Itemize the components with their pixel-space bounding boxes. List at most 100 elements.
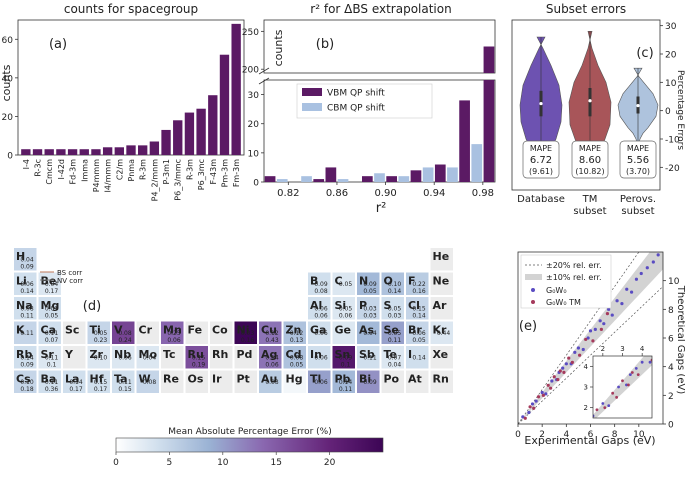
element-symbol-ta: Ta [114,373,128,386]
element-nv-corr: 0.14 [412,313,426,320]
element-tile [332,297,355,320]
element-symbol-po: Po [384,373,400,386]
element-tile [63,321,86,344]
element-tile [38,346,61,369]
panel-e-point [607,307,611,311]
panel-e-ytick-label: 0 [668,421,674,431]
panel-e-point [651,260,655,264]
panel-a-category-label: P4mmm [92,159,101,193]
element-symbol-sb: Sb [359,348,375,361]
panel-b-xlabel: r² [376,201,387,216]
panel-e-xtick-label: 6 [588,430,594,440]
panel-c-mape-header: MAPE [627,144,649,153]
panel-b-ytick-label: 10 [248,149,260,159]
element-symbol-k: K [16,324,25,337]
element-tile [112,370,135,393]
panel-a-title: counts for spacegroup [64,2,198,16]
element-tile [332,370,355,393]
panel-c-mape-box [522,140,560,179]
panel-a-category-label: R-3c [34,159,43,177]
panel-b-bar [398,176,410,182]
panel-a-category-label: I-4 [22,159,31,169]
panel-b-xtick-label: 0.82 [277,188,299,199]
element-symbol-as: As [359,324,375,337]
element-bs-corr: 0.15 [192,355,206,362]
panel-e-point [546,383,550,387]
panel-e-point [578,353,582,357]
element-bs-corr: 0.04 [20,257,34,264]
panel-e-10pct-band [518,252,663,424]
element-tile [332,346,355,369]
colorbar-tick-label: 5 [167,458,173,468]
element-symbol-tc: Tc [163,348,176,361]
panel-e-point [584,337,588,342]
element-nv-corr: 0.05 [412,337,426,344]
element-bs-corr: 0.09 [314,281,328,288]
element-symbol-ir: Ir [212,373,222,386]
panel-e-legend-label: ±10% rel. err. [546,273,602,282]
element-tile [430,370,453,393]
panel-c-mape-value: 5.56 [627,155,649,166]
panel-c-mape-std: (9.61) [529,167,553,176]
inset-point [603,406,607,410]
element-tile [357,370,380,393]
element-symbol-hf: Hf [90,373,104,386]
panel-c-mape-std: (3.70) [626,167,650,176]
panel-e-point [536,395,541,399]
panel-a-ytick-label: 60 [2,36,14,46]
panel-c-median [539,101,543,106]
element-symbol-ag: Ag [261,348,277,361]
panel-b-xtick-label: 0.98 [472,188,494,199]
inset-point [628,373,632,376]
element-tile [430,346,453,369]
inset-point [611,391,615,395]
element-bs-corr: 0.14 [339,379,353,386]
inset-ytick-label: 3 [584,384,588,392]
panel-e-point [625,287,629,291]
panel-e-point [581,347,585,352]
element-nv-corr: 0.17 [45,288,59,295]
panel-b-ylabel: counts [272,29,285,66]
panel-a-bar [91,149,101,155]
panel-e-ytick-label: 6 [668,335,674,345]
element-bs-corr: 0.08 [143,379,157,386]
element-bs-corr: 0.22 [412,281,426,288]
element-nv-corr: 0.06 [314,313,328,320]
element-nv-corr: 0.24 [118,337,132,344]
panel-b-axis-break [258,77,270,85]
element-tile [381,321,404,344]
element-nv-corr: 0.07 [45,337,59,344]
inset-band [593,356,652,418]
panel-a-category-label: Pm-3m [220,159,229,188]
panel-e-point [639,271,643,276]
panel-a-bar [56,149,66,155]
element-tile [14,248,37,271]
element-bs-corr: 0.12 [265,330,279,337]
panel-c-mape-box [571,140,609,179]
panel-a-bar [184,112,195,155]
element-symbol-ar: Ar [433,299,448,312]
panel-e-point [534,399,538,403]
panel-c-mape-header: MAPE [530,144,552,153]
element-tile [38,297,61,320]
panel-b-upper-frame [263,19,496,74]
bs-corr-legend-label: BS corr [57,269,82,277]
panel-a-bar [44,149,54,155]
panel-a-category-label: Fd-3m [69,159,78,185]
element-nv-corr: 0.05 [290,362,304,369]
panel-e-point [544,392,548,396]
element-symbol-cu: Cu [261,324,277,337]
element-nv-corr: 0.05 [363,288,377,295]
colorbar-tick-label: 15 [270,458,281,468]
element-tile [136,370,159,393]
panel-e-legend-label: ±20% rel. err. [546,261,602,270]
panel-e-xtick-label: 8 [612,430,618,440]
element-bs-corr: 0.25 [167,330,181,337]
element-symbol-be: Be [41,275,57,288]
panel-e-point [598,319,602,323]
panel-e-ytick-label: 8 [668,306,674,316]
panel-a-category-label: R-3m [185,159,194,180]
element-tile [406,297,429,320]
panel-c-mape-std: (10.82) [575,167,604,176]
panel-a-bar [149,141,160,155]
